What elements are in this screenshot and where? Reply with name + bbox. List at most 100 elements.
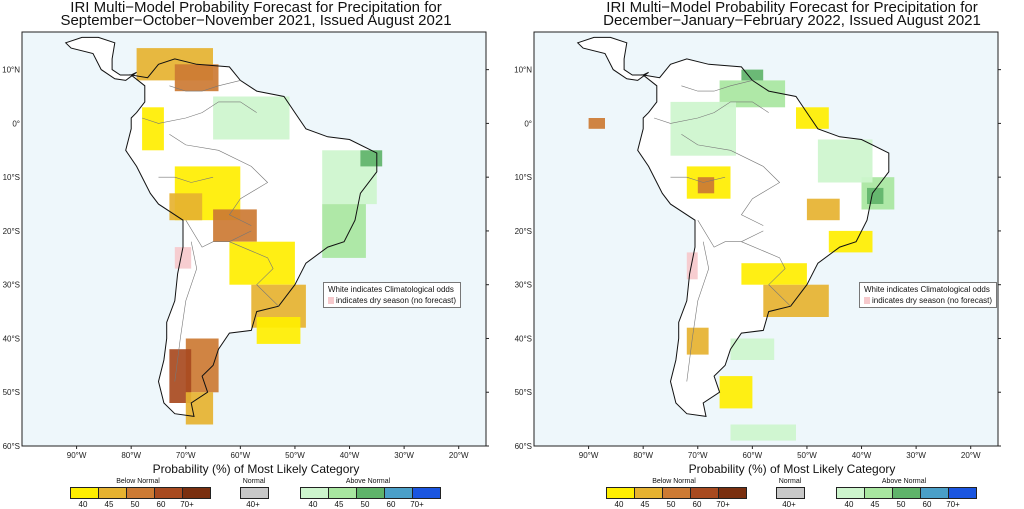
- forecast-patch-below: [169, 349, 192, 403]
- map-note-box: White indicates Climatological odds indi…: [859, 282, 998, 308]
- lat-tick-label: 50°S: [515, 388, 532, 397]
- dry-season-note: indicates dry season (no forecast): [872, 296, 993, 305]
- legend-tick-label: 40: [78, 500, 88, 509]
- map-title-line1: IRI Multi−Model Probability Forecast for…: [70, 0, 442, 16]
- legend-swatch: [240, 487, 269, 499]
- forecast-patch-below: [256, 317, 301, 344]
- country-border: [681, 133, 781, 226]
- map-title-line2: September−October−November 2021, Issued …: [60, 12, 452, 29]
- forecast-patch-above: [730, 424, 796, 441]
- lat-tick-label: 10°S: [515, 173, 532, 182]
- legend-swatch: [606, 487, 635, 499]
- forecast-patch-below: [806, 198, 840, 221]
- lat-tick-label: 0°: [524, 119, 532, 128]
- coastline: [637, 58, 890, 417]
- forecast-patch-below: [174, 64, 219, 92]
- legend-swatch: [864, 487, 893, 499]
- forecast-map-djf-2022: 90°W 80°W 70°W 60°W 50°W 40°W 30°W 20°W 10°N 0° 10…: [514, 31, 1001, 460]
- lon-tick-label: 80°W: [121, 451, 141, 460]
- country-border: [670, 176, 726, 183]
- lon-tick-label: 60°W: [231, 451, 251, 460]
- legend-swatch: [384, 487, 413, 499]
- country-border: [142, 101, 257, 124]
- central-america-land: [577, 37, 649, 81]
- above-normal-label: Above Normal: [881, 478, 927, 485]
- below-normal-colorbar-labels: 40 45 50 60 70+: [70, 500, 200, 509]
- country-border: [169, 80, 241, 92]
- lon-tick-label: 20°W: [449, 451, 469, 460]
- legend-swatch: [328, 487, 357, 499]
- above-normal-label: Above Normal: [345, 478, 391, 485]
- legend-tick-label: 40+: [246, 500, 260, 509]
- legend-swatch: [356, 487, 385, 499]
- lat-tick-label: 40°S: [3, 334, 20, 343]
- forecast-patch-above: [741, 69, 764, 81]
- lat-tick-label: 50°S: [3, 388, 20, 397]
- lon-tick-label: 60°W: [743, 451, 763, 460]
- central-america-land: [65, 37, 137, 81]
- legend-swatch: [690, 487, 719, 499]
- lat-tick-label: 0°: [12, 119, 20, 128]
- forecast-patch-above: [670, 101, 736, 156]
- legend-swatch: [948, 487, 977, 499]
- forecast-patch-above: [213, 96, 290, 140]
- legend-tick-label: 50: [360, 500, 370, 509]
- legend-tick-label: 60: [922, 500, 932, 509]
- normal-colorbar-labels: 40+: [240, 500, 266, 509]
- below-normal-label: Below Normal: [652, 478, 696, 485]
- below-normal-label: Below Normal: [116, 478, 160, 485]
- lon-tick-label: 90°W: [67, 451, 87, 460]
- legend-swatch: [776, 487, 805, 499]
- legend-title: Probability (%) of Most Likely Category: [152, 462, 360, 476]
- above-normal-colorbar-labels: 40 45 50 60 70+: [300, 500, 430, 509]
- normal-colorbar: [240, 487, 269, 499]
- country-border: [686, 241, 710, 382]
- above-normal-colorbar: [836, 487, 977, 499]
- normal-label: Normal: [242, 478, 266, 485]
- forecast-map-son-2021: 90°W 80°W 70°W 60°W 50°W 40°W 30°W 20°W 10°N 0° 10…: [2, 31, 489, 460]
- dry-season-swatch: [328, 297, 334, 304]
- lat-tick-label: 60°S: [515, 442, 532, 451]
- lon-tick-label: 70°W: [688, 451, 708, 460]
- map-frame: [533, 31, 999, 447]
- above-normal-colorbar: [300, 487, 441, 499]
- legend-title: Probability (%) of Most Likely Category: [688, 462, 896, 476]
- legend-tick-label: 50: [896, 500, 906, 509]
- lat-tick-label: 10°N: [2, 66, 20, 75]
- climatological-odds-note: White indicates Climatological odds: [864, 285, 990, 294]
- lat-tick-label: 10°S: [3, 173, 20, 182]
- country-border: [229, 241, 279, 307]
- normal-label: Normal: [778, 478, 802, 485]
- lat-tick-label: 20°S: [515, 227, 532, 236]
- legend-tick-label: 70+: [716, 500, 730, 509]
- legend-tick-label: 45: [334, 500, 344, 509]
- country-border: [697, 220, 764, 248]
- legend-swatch: [634, 487, 663, 499]
- coastline: [576, 36, 649, 81]
- country-border: [741, 241, 791, 307]
- lon-tick-label: 90°W: [579, 451, 599, 460]
- lon-tick-label: 30°W: [906, 451, 926, 460]
- climatological-odds-note: White indicates Climatological odds: [328, 285, 454, 294]
- dry-season-swatch: [864, 297, 870, 304]
- coastline: [64, 36, 137, 81]
- country-border: [174, 241, 198, 382]
- forecast-patch-dry: [686, 252, 698, 280]
- legend-swatch: [300, 487, 329, 499]
- lon-tick-label: 80°W: [633, 451, 653, 460]
- legend-swatch: [154, 487, 183, 499]
- forecast-patch-below: [213, 209, 257, 242]
- normal-colorbar: [776, 487, 805, 499]
- legend-tick-label: 50: [666, 500, 676, 509]
- lon-tick-label: 20°W: [961, 451, 981, 460]
- forecast-patch-below: [229, 241, 295, 285]
- legend-tick-label: 40: [614, 500, 624, 509]
- forecast-patch-below: [719, 376, 753, 409]
- country-border: [158, 176, 214, 183]
- legend-swatch: [182, 487, 211, 499]
- forecast-patch-below: [763, 284, 829, 317]
- country-border: [681, 80, 753, 92]
- forecast-patch-below: [142, 107, 164, 151]
- legend-tick-label: 50: [130, 500, 140, 509]
- coastline: [125, 58, 378, 417]
